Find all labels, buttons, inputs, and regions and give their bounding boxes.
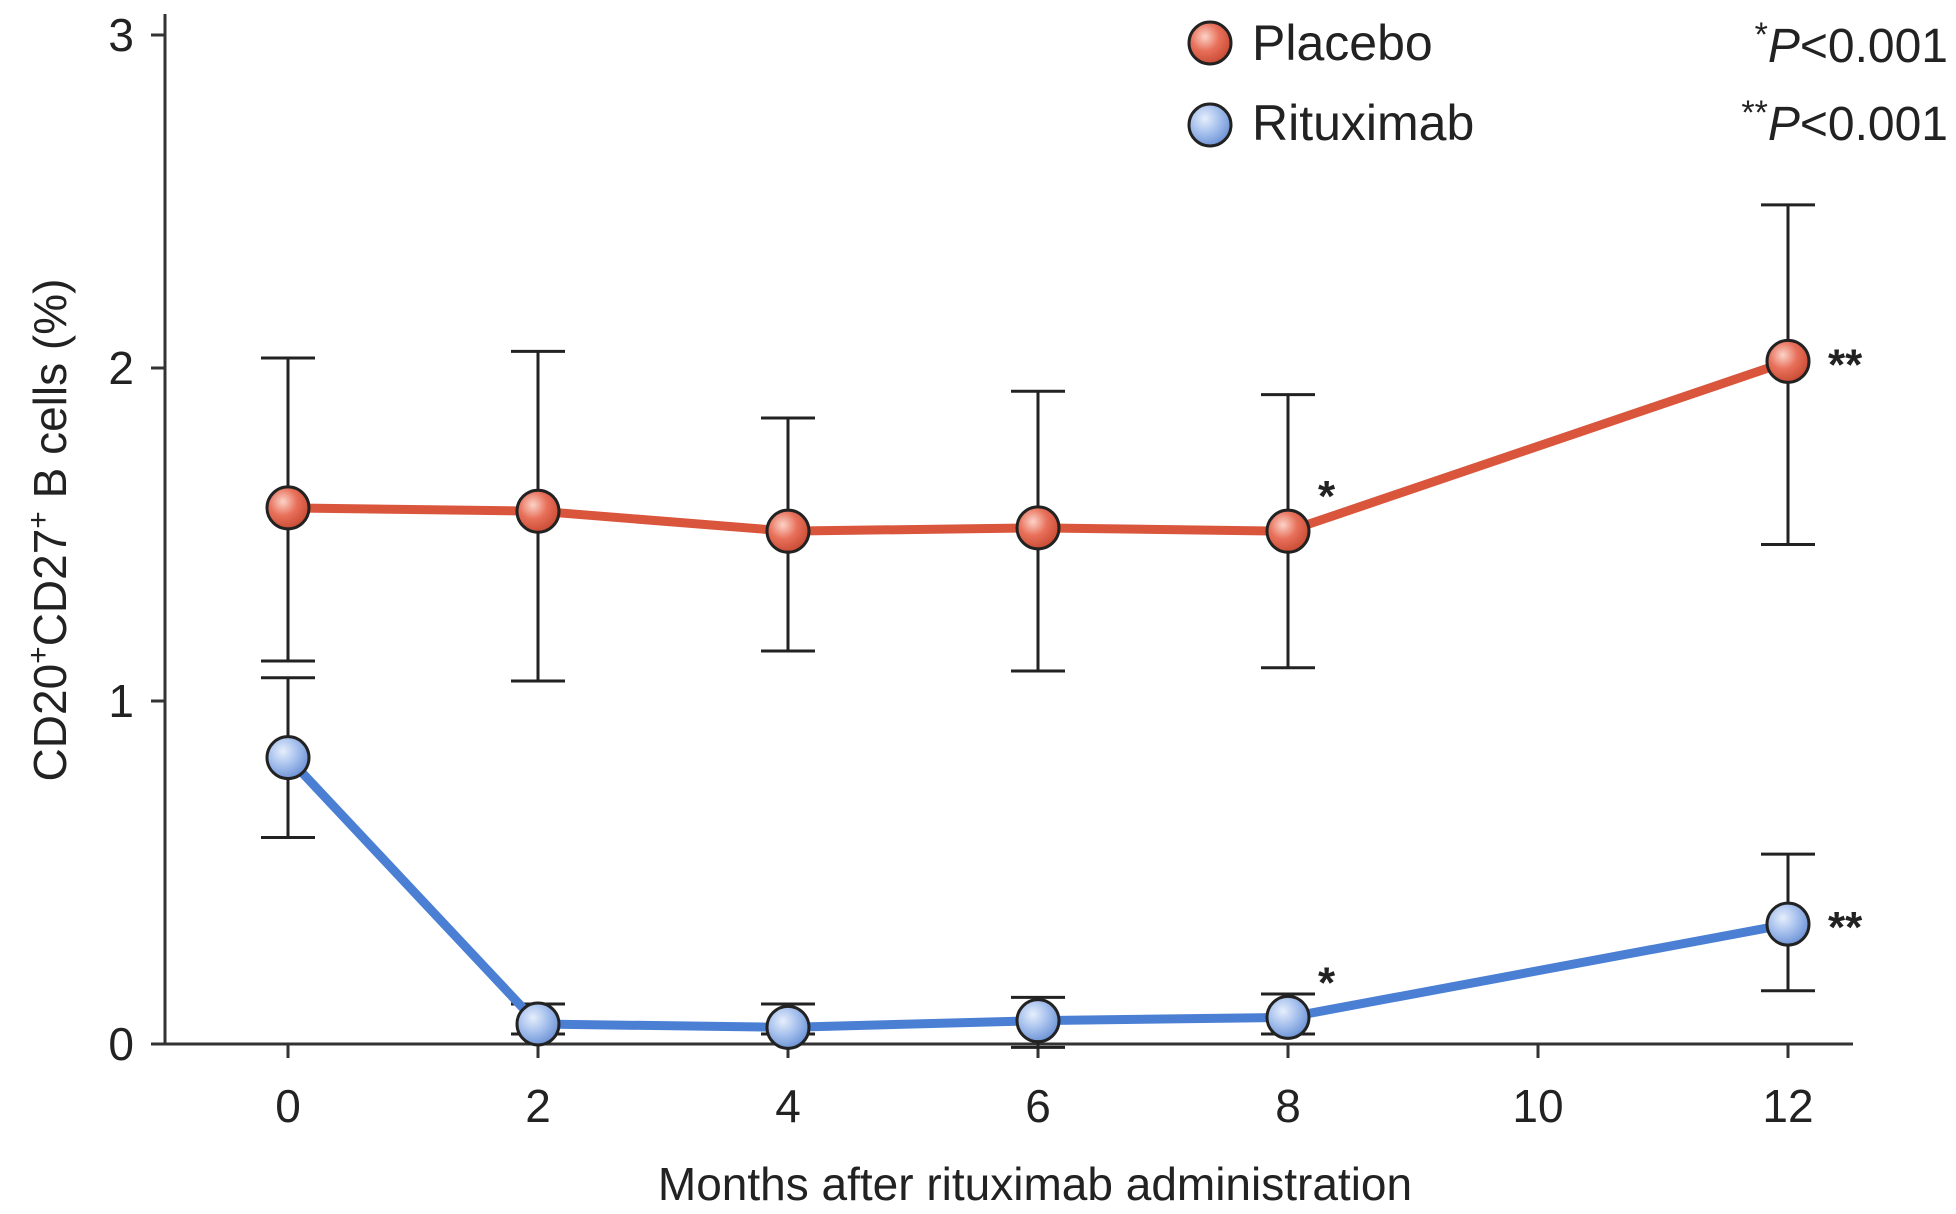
data-point-rituximab — [265, 735, 311, 781]
p-value-notes: *P<0.001 **P<0.001 — [1741, 16, 1948, 151]
series-markers — [265, 338, 1811, 1050]
y-axis-title-part: CD20 — [24, 664, 76, 782]
data-point-placebo — [1265, 508, 1311, 554]
data-point-rituximab — [765, 1004, 811, 1050]
significance-marker: * — [1318, 958, 1336, 1007]
x-tick-label: 10 — [1512, 1080, 1563, 1132]
data-point-rituximab — [1015, 998, 1061, 1044]
legend-marker-placebo — [1187, 20, 1233, 66]
significance-marker: * — [1318, 472, 1336, 521]
y-axis-title-part: CD27 — [24, 529, 76, 647]
series-line-rituximab — [284, 754, 1789, 1032]
data-point-rituximab — [515, 1001, 561, 1047]
x-tick-label: 12 — [1762, 1080, 1813, 1132]
y-axis-title-superscript: + — [22, 511, 55, 529]
data-point-placebo — [1765, 338, 1811, 384]
series-lines — [284, 357, 1790, 1032]
y-tick-label: 3 — [108, 9, 134, 61]
x-tick-label: 0 — [275, 1080, 301, 1132]
legend-item-placebo: Placebo — [1187, 15, 1433, 71]
y-tick-label: 2 — [108, 342, 134, 394]
y-axis-title: CD20+CD27+ B cells (%) — [22, 279, 76, 782]
data-point-placebo — [515, 488, 561, 534]
x-tick-label: 6 — [1025, 1080, 1051, 1132]
p-value-symbol: P — [1768, 20, 1800, 73]
data-point-placebo — [265, 485, 311, 531]
significance-marker: ** — [1828, 340, 1863, 389]
p-value-note: **P<0.001 — [1741, 94, 1948, 151]
data-point-placebo — [1015, 505, 1061, 551]
legend-label-rituximab: Rituximab — [1252, 95, 1474, 151]
data-point-rituximab — [1265, 994, 1311, 1040]
series-line-placebo — [287, 357, 1790, 536]
data-point-placebo — [765, 508, 811, 554]
y-tick-label: 1 — [108, 675, 134, 727]
p-value-stars: ** — [1741, 94, 1767, 132]
p-value-text: <0.001 — [1800, 98, 1948, 151]
p-value-symbol: P — [1768, 98, 1800, 151]
legend-marker-rituximab — [1187, 102, 1233, 148]
significance-marker: ** — [1828, 903, 1863, 952]
p-value-stars: * — [1755, 16, 1768, 54]
p-value-note: *P<0.001 — [1755, 16, 1948, 73]
data-point-rituximab — [1765, 901, 1811, 947]
p-value-text: <0.001 — [1800, 20, 1948, 73]
x-tick-label: 4 — [775, 1080, 801, 1132]
y-axis-title-part: B cells (%) — [24, 279, 76, 512]
legend-item-rituximab: Rituximab — [1187, 95, 1474, 151]
error-bars — [261, 203, 1815, 1049]
y-axis-title-superscript: + — [22, 646, 55, 664]
x-axis-title: Months after rituximab administration — [658, 1158, 1412, 1210]
y-tick-label: 0 — [108, 1018, 134, 1070]
legend: Placebo Rituximab — [1187, 15, 1474, 151]
significance-annotations: ****** — [1318, 340, 1863, 1007]
legend-label-placebo: Placebo — [1252, 15, 1433, 71]
axes — [163, 14, 1853, 1046]
x-tick-label: 8 — [1275, 1080, 1301, 1132]
x-tick-label: 2 — [525, 1080, 551, 1132]
